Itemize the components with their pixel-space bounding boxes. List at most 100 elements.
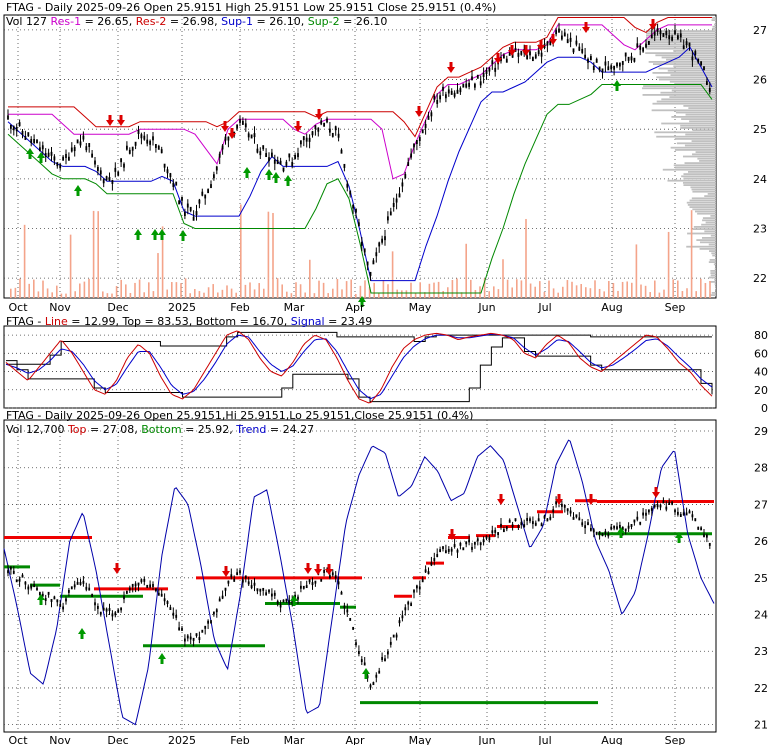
chart_data.0.info_line_2-part: Res-1 <box>50 15 81 28</box>
volume-profile-bar <box>712 17 716 19</box>
trend-candle-body <box>213 611 215 615</box>
price-candle-body <box>85 146 88 151</box>
price-candle-body <box>288 153 291 158</box>
price-candle-body <box>73 147 76 152</box>
trend-candle-body <box>604 531 607 535</box>
price-candle-body <box>389 211 392 216</box>
volume-bar <box>217 292 219 298</box>
price-candle-body <box>33 138 35 143</box>
volume-profile-bar <box>673 65 716 68</box>
volume-profile-bar <box>652 102 716 105</box>
trend-wave-line <box>3 439 715 726</box>
trend-y-tick-label: 23 <box>754 645 768 658</box>
trend-candle-body <box>601 533 604 537</box>
price-x-tick-label: Sep <box>665 301 686 314</box>
volume-bar <box>230 288 233 298</box>
price-candle-body <box>282 167 285 172</box>
volume-bar <box>548 280 550 298</box>
volume-bar <box>465 243 467 298</box>
price-candle-body <box>10 124 12 129</box>
trend-candle-body <box>184 638 186 642</box>
trend-candle-body <box>508 519 511 523</box>
stoch-main-line <box>5 330 713 404</box>
volume-profile-bar <box>681 118 716 120</box>
trend-candle-body <box>433 558 436 562</box>
trend-candle-body <box>566 508 569 512</box>
trend-candle-body <box>352 626 354 630</box>
volume-bar <box>221 289 224 298</box>
volume-profile-bar <box>704 230 716 233</box>
trend-candle-body <box>668 502 671 506</box>
price-candle-body <box>421 129 424 134</box>
price-candle-body <box>668 35 671 40</box>
price-candle-body <box>563 32 566 37</box>
price-candle-body <box>210 184 212 189</box>
trend-candle-body <box>395 634 398 638</box>
volume-profile-bar <box>680 127 716 129</box>
volume-profile-bar <box>684 162 716 164</box>
trend-candle-body <box>532 521 534 525</box>
volume-bar <box>240 204 242 298</box>
price-candle-body <box>50 151 53 156</box>
price-candle-body <box>378 242 381 247</box>
trend-candle-body <box>369 684 372 688</box>
trend-candle-body <box>166 601 169 604</box>
trend-candle-body <box>36 587 38 591</box>
volume-bar <box>290 293 293 298</box>
stoch-bottom-line <box>6 337 713 403</box>
volume-bar <box>617 290 619 298</box>
trend-candle-body <box>363 662 366 666</box>
price-candle-body <box>616 62 618 67</box>
trend-candle-body <box>653 504 656 508</box>
volume-bar <box>51 292 53 298</box>
price-candle-body <box>584 54 586 59</box>
price-candle-body <box>358 222 360 227</box>
price-candle-body <box>671 36 673 41</box>
volume-profile-bar <box>691 188 716 191</box>
trend-candle-body <box>12 570 15 574</box>
stochastic-panel: 0 20 40 60 80 FTAG - Line = 12.99, Top = 83.… <box>3 315 768 415</box>
trend-candle-body <box>123 596 125 600</box>
volume-profile-bar <box>689 199 716 202</box>
price-candle-body <box>172 182 175 187</box>
price-candle-body <box>624 52 627 57</box>
price-candle-body <box>366 261 369 266</box>
trend-candle-body <box>91 594 93 598</box>
price-info-line-2: Vol 127 Res-1 = 26.65, Res-2 = 26.98, Su… <box>6 15 387 28</box>
buy-arrow <box>179 230 187 241</box>
trend-candle-body <box>459 542 462 546</box>
volume-bar <box>355 293 357 298</box>
trend-candle-body <box>210 620 212 624</box>
trend-x-tick-label: Mar <box>284 734 305 745</box>
trend-candle-body <box>642 512 644 516</box>
trend-candle-body <box>578 517 581 521</box>
buy-arrow <box>37 152 45 163</box>
trend-candle-body <box>607 533 610 537</box>
price-candle-body <box>36 139 38 144</box>
volume-profile-bar <box>683 177 716 180</box>
price-candle-body <box>349 190 352 195</box>
price-candle-body <box>688 42 691 47</box>
trend-candle-body <box>94 602 96 606</box>
trend-candle-body <box>453 544 456 548</box>
price-x-tick-label: Mar <box>284 301 305 314</box>
volume-bar <box>621 281 624 298</box>
stoch-top-line <box>6 331 712 365</box>
price-candle-body <box>273 159 276 164</box>
volume-bar <box>313 293 316 298</box>
price-candle-body <box>128 149 131 154</box>
price-candle-body <box>375 252 378 257</box>
price-candle-body <box>549 41 552 46</box>
volume-profile-bar <box>685 133 716 136</box>
price-candle-body <box>476 74 479 79</box>
price-candle-body <box>326 118 328 123</box>
volume-bar <box>42 280 44 298</box>
volume-profile-bar <box>692 208 716 211</box>
volume-bar <box>152 291 155 298</box>
chart_data.2.info_line_2-part: = 27.08, <box>87 423 142 436</box>
volume-bar <box>304 292 306 298</box>
volume-bar <box>626 281 628 298</box>
chart_data.0.info_line_2-part: = 26.10, <box>253 15 308 28</box>
trend-candle-body <box>682 512 685 516</box>
price-candle-body <box>236 124 238 129</box>
